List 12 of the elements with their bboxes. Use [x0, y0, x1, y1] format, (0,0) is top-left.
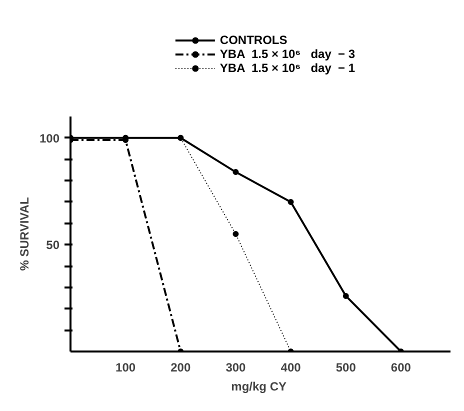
legend-label: YBA 1.5 × 10⁶ day − 3: [220, 47, 356, 61]
y-axis-title: % SURVIVAL: [17, 197, 32, 271]
x-axis-title: mg/kg CY: [231, 380, 287, 394]
x-tick-label: 300: [226, 360, 246, 374]
legend-label: CONTROLS: [220, 33, 288, 47]
x-tick-label: 200: [170, 360, 191, 374]
x-tick-label: 600: [390, 360, 412, 374]
x-tick-label: 500: [336, 360, 356, 374]
x-tick-label: 100: [116, 360, 136, 374]
x-tick-label: 400: [280, 360, 302, 374]
legend-label: YBA 1.5 × 10⁶ day − 1: [220, 61, 356, 75]
y-tick-label: 50: [46, 238, 60, 252]
